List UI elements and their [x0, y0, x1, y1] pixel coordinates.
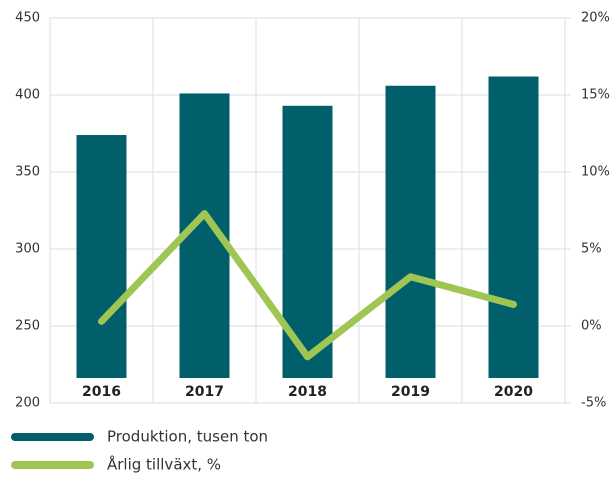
legend-label: Produktion, tusen ton	[107, 428, 268, 446]
y-tick-label: 450	[15, 11, 40, 26]
y-tick-label: 250	[15, 319, 40, 334]
legend-label: Årlig tillväxt, %	[107, 455, 221, 474]
x-tick-label: 2019	[391, 384, 430, 400]
y2-tick-label: -5%	[581, 396, 606, 411]
x-tick-label: 2020	[494, 384, 533, 400]
x-tick-label: 2016	[82, 384, 121, 400]
y-tick-label: 400	[15, 88, 40, 103]
y2-tick-label: 15%	[581, 88, 610, 103]
bar	[76, 135, 127, 378]
y-tick-label: 300	[15, 242, 40, 257]
y2-tick-label: 5%	[581, 242, 602, 257]
y2-tick-label: 0%	[581, 319, 602, 334]
bar	[385, 85, 436, 378]
plot-border	[49, 17, 566, 404]
x-tick-label: 2017	[185, 384, 224, 400]
line	[98, 210, 517, 361]
y2-tick-label: 20%	[581, 11, 610, 26]
x-tick-label: 2018	[288, 384, 327, 400]
y-tick-label: 350	[15, 165, 40, 180]
bar	[488, 76, 539, 379]
y2-tick-label: 10%	[581, 165, 610, 180]
y-tick-label: 200	[15, 396, 40, 411]
